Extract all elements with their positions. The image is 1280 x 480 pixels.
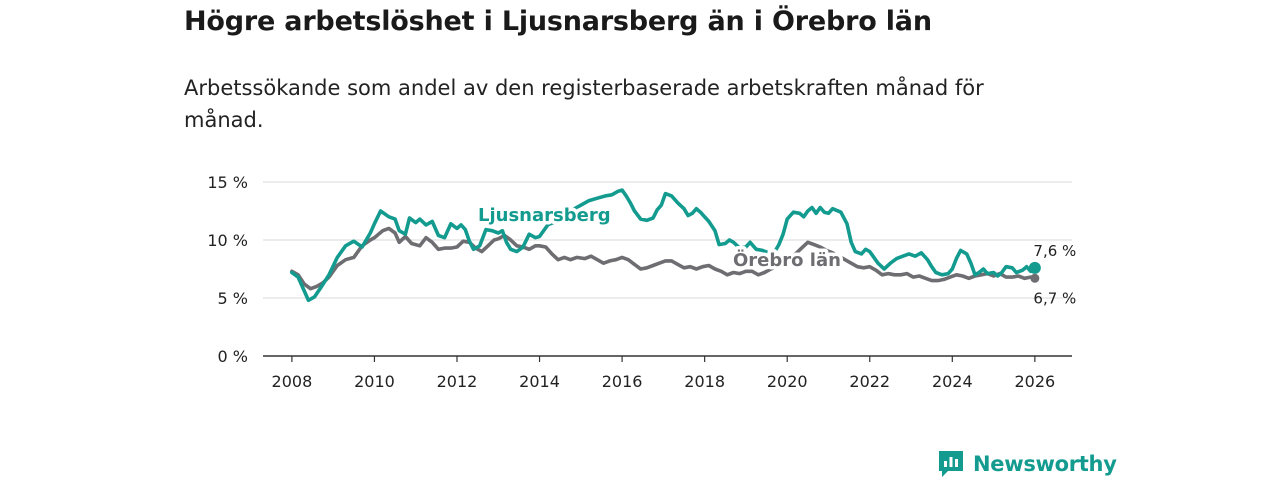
end-label-ljusnarsberg: 7,6 %: [1033, 242, 1076, 260]
series-label-orebro: Örebro län: [733, 249, 841, 271]
x-tick-label: 2008: [272, 372, 313, 391]
newsworthy-logo: Newsworthy: [937, 449, 1117, 479]
newsworthy-logo-icon: [939, 451, 963, 477]
series-label-ljusnarsberg: Ljusnarsberg: [478, 205, 611, 226]
end-point-orebro: [1030, 273, 1040, 283]
x-axis-tick-labels: 2008 2010 2012 2014 2016 2018 2020 2022 2024 2026: [272, 356, 1055, 391]
series-lines: [290, 188, 1041, 303]
chart-title: Högre arbetslöshet i Ljusnarsberg än i Ö…: [184, 6, 932, 37]
line-chart: 0 %5 %10 %15 % 2008 2010 2012 2014 2016 2018 2…: [207, 173, 1077, 391]
brand-name: Newsworthy: [973, 452, 1117, 476]
x-tick-label: 2026: [1014, 372, 1055, 391]
series-line-orebro: [290, 226, 1037, 291]
end-point-ljusnarsberg: [1028, 261, 1041, 274]
x-tick-label: 2020: [767, 372, 808, 391]
y-axis-tick-labels: 0 % 5 % 10 % 15 %: [207, 173, 248, 366]
x-tick-label: 2024: [932, 372, 973, 391]
series-line-ljusnarsberg: [290, 188, 1037, 303]
y-tick-label: 0 %: [218, 347, 248, 366]
x-tick-label: 2012: [437, 372, 478, 391]
x-tick-label: 2010: [354, 372, 395, 391]
y-tick-label: 5 %: [218, 289, 248, 308]
chart-subtitle: Arbetssökande som andel av den registerb…: [184, 76, 984, 132]
x-tick-label: 2022: [849, 372, 890, 391]
end-label-orebro: 6,7 %: [1033, 289, 1076, 307]
series-labels: Ljusnarsberg Örebro län 7,6 % 6,7 %: [475, 202, 1077, 308]
x-tick-label: 2018: [684, 372, 725, 391]
x-tick-label: 2016: [602, 372, 643, 391]
y-tick-label: 10 %: [207, 231, 248, 250]
x-tick-label: 2014: [519, 372, 560, 391]
y-tick-label: 15 %: [207, 173, 248, 192]
